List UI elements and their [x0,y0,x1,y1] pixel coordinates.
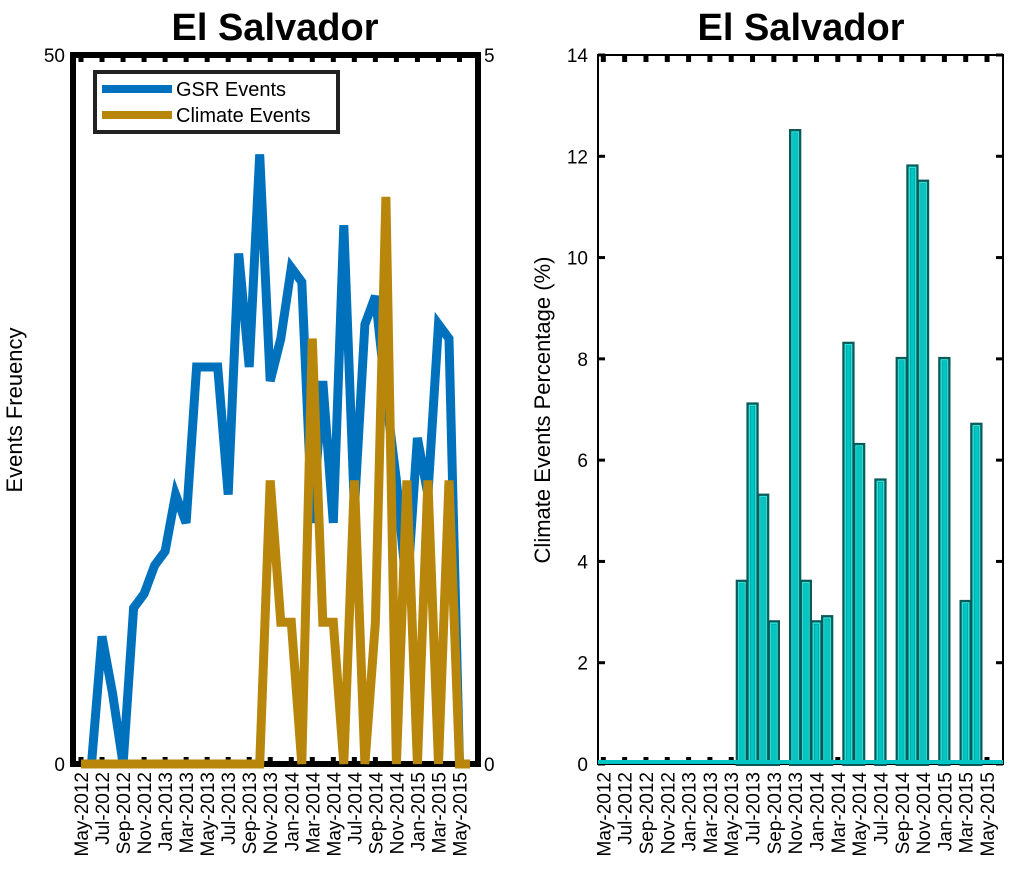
gsr-climate-line-chart: El Salvador Events Freuency 0 50 0 5 May-201… [2,7,495,857]
y-tick-label: 4 [577,552,588,573]
series-lines [81,154,470,769]
x-tick-label: May-2013 [722,772,743,857]
y-tick-label: 12 [567,147,588,168]
plot-area [70,52,481,767]
x-tick-label: Mar-2014 [303,772,324,854]
chart-title: El Salvador [698,7,905,49]
x-tick-label: Nov-2014 [387,772,408,855]
x-tick-label: Mar-2013 [177,772,198,853]
y-axis-label: Climate Events Percentage (%) [530,257,555,564]
x-tick-label: Mar-2014 [829,772,850,854]
x-tick-label: Mar-2013 [701,772,722,853]
x-tick-label: Sep-2012 [637,772,658,854]
legend-label-gsr: GSR Events [176,79,286,101]
x-tick-label: May-2015 [978,772,999,857]
x-tick-label: Jan-2013 [156,772,177,851]
legend: GSR Events Climate Events [93,70,340,134]
x-tick-label: Sep-2013 [765,772,786,854]
x-tick-label: Mar-2015 [957,772,978,853]
x-tick-label: May-2014 [324,772,345,857]
x-tick-label: Mar-2015 [430,772,451,853]
x-tick-label: Nov-2012 [135,772,156,854]
x-tick-label: Sep-2013 [240,772,261,854]
y2-tick-label: 0 [484,755,495,776]
y-axis-label: Events Freuency [2,327,27,492]
x-tick-label: Nov-2013 [786,772,807,854]
x-tick-label: Jul-2014 [345,772,366,845]
y2-tick-label: 5 [484,46,495,67]
climate-percentage-bar-chart: El Salvador Climate Events Percentage (%… [530,7,1004,857]
x-tick-label: May-2012 [594,772,615,857]
x-tick-label: Nov-2012 [658,772,679,854]
x-tick-label: Jul-2013 [219,772,240,845]
y-tick-label: 6 [577,451,588,472]
y-tick-label: 14 [567,46,589,67]
x-tick-label: Jul-2012 [93,772,114,845]
x-tick-label: May-2012 [72,772,93,857]
bar-baseline [598,760,1003,764]
y-tick-label: 0 [577,755,588,776]
x-tick-label: Nov-2014 [914,772,935,855]
x-tick-label: Jan-2013 [680,772,701,851]
x-tick-label: Sep-2014 [893,772,914,855]
x-tick-label: Sep-2012 [114,772,135,854]
x-tick-label: Nov-2013 [261,772,282,854]
x-tick-label: Jan-2015 [408,772,429,851]
x-tick-label: May-2014 [850,772,871,857]
y-tick-label: 50 [44,46,65,67]
y-tick-label: 0 [54,755,65,776]
legend-label-climate: Climate Events [176,105,311,127]
series-line-climate-events [81,196,470,769]
chart-title: El Salvador [172,7,379,49]
x-tick-label: Jul-2013 [744,772,765,845]
legend-box [93,70,340,134]
x-tick-label: Jul-2012 [616,772,637,845]
x-tick-label: May-2013 [198,772,219,857]
x-tick-label: Jan-2014 [808,772,829,852]
y-tick-label: 10 [567,249,588,270]
x-tick-label: Jan-2014 [282,772,303,852]
x-tick-label: Jul-2014 [871,772,892,845]
x-tick-label: Sep-2014 [366,772,387,855]
bars [598,129,1003,767]
x-tick-label: May-2015 [451,772,472,857]
y-tick-label: 8 [577,350,588,371]
y-tick-label: 2 [577,654,588,675]
x-tick-label: Jan-2015 [935,772,956,851]
